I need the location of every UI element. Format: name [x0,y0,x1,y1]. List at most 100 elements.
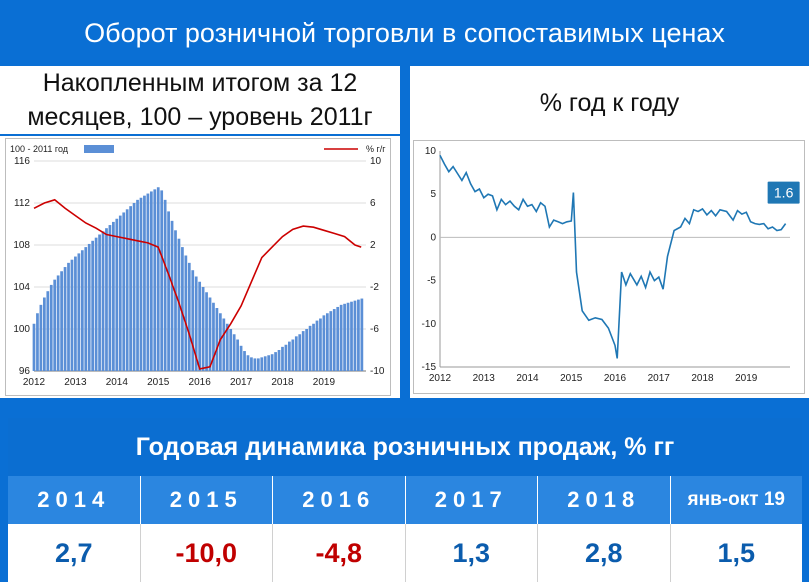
bar [42,297,46,371]
bar [125,209,129,371]
bar [212,302,215,371]
yoy-line [33,198,362,370]
value-cell: 2,7 [8,524,141,582]
bar [136,199,139,371]
year-cell: янв-окт 19 [687,489,785,510]
value-cell: -10,0 [141,524,273,582]
bar [63,267,67,371]
right-chart-frame: 10 5 0 -5 -10 -15 2012 2013 2014 2015 2016 2017 2018… [413,140,805,394]
right-y-tick-label: -10 [370,366,385,377]
bar [312,323,315,371]
bar [170,220,174,371]
bar [94,237,98,371]
bar [284,344,288,371]
bar [181,247,184,371]
bar [319,318,322,371]
x-tick-label: 2019 [735,373,758,384]
bar [80,250,84,371]
bar [153,189,157,371]
bar [218,313,222,371]
bar [281,346,284,371]
bar [225,323,229,371]
bar [253,358,257,371]
bar [49,284,53,371]
bar [277,350,281,371]
x-tick-label: 2015 [147,377,170,388]
table-header-row: 2014 2015 2016 2017 2018 янв-окт 19 [8,476,802,524]
legend-bar-label: 100 - 2011 год [10,144,69,154]
bar [98,234,101,371]
bar [243,351,246,371]
bar [229,329,233,371]
bar [322,315,326,371]
table-values-row: 2,7 -10,0 -4,8 1,3 2,8 1,5 [8,524,802,582]
x-tick-label: 2012 [23,377,46,388]
legend-line-label: % г/г [366,144,386,154]
bar [108,225,112,371]
bar [160,190,164,371]
right-chart-subtitle: % год к году [410,66,809,140]
bar [343,303,346,371]
bar [174,230,177,371]
bar [291,339,295,371]
bar [156,187,160,371]
bar [256,358,260,371]
bar [87,243,91,371]
bar [132,203,136,371]
bar [267,355,271,371]
bar [301,331,305,371]
bar [274,352,277,371]
left-chart-subtitle-text: Накопленным итогом за 12 месяцев, 100 – … [27,69,373,131]
bar [105,228,108,371]
bar [260,357,264,371]
bar [329,311,333,371]
bar [39,304,43,371]
bar [112,221,115,371]
y-tick-label: 5 [430,189,436,200]
legend-bar-swatch [84,145,114,153]
bar [60,271,63,371]
y-tick-label: -10 [422,319,437,330]
bar [36,313,39,371]
bar [236,339,239,371]
bar [46,291,50,371]
y-tick-label: -15 [422,362,437,373]
bar [294,336,298,371]
bar [187,262,191,371]
bar [346,302,350,371]
bar [357,299,360,371]
x-tick-label: 2019 [313,377,336,388]
x-tick-label: 2013 [473,373,496,384]
y-tick-label: 0 [430,232,436,243]
bar [246,355,250,371]
left-y-tick-label: 112 [14,198,30,209]
bar [339,304,343,371]
bar [288,341,291,371]
bar [205,292,208,371]
y-tick-label: 10 [425,146,437,157]
value-cell: -4,8 [273,524,406,582]
left-y-tick-label: 116 [14,156,30,167]
bar [129,206,133,371]
bar [239,345,243,371]
bar [143,195,146,371]
bar [353,300,357,371]
bar [53,279,57,371]
table-title: Годовая динамика розничных продаж, % гг [8,418,802,476]
bar [315,320,319,371]
bar [350,301,353,371]
left-y-tick-label: 96 [19,366,31,377]
year-cell: 2014 [8,476,141,524]
bar [67,262,70,371]
x-tick-label: 2016 [189,377,212,388]
bar [163,199,167,371]
left-chart: 96 100 104 108 112 116 -10 -6 -2 2 6 10 2012 2013 2014… [10,144,386,388]
bar [32,323,36,371]
bar [336,306,340,371]
bar [232,334,236,371]
x-tick-label: 2012 [429,373,452,384]
value-cell: 1,3 [406,524,538,582]
bar [222,318,226,371]
bar [74,256,77,371]
right-y-tick-label: -6 [370,324,379,335]
